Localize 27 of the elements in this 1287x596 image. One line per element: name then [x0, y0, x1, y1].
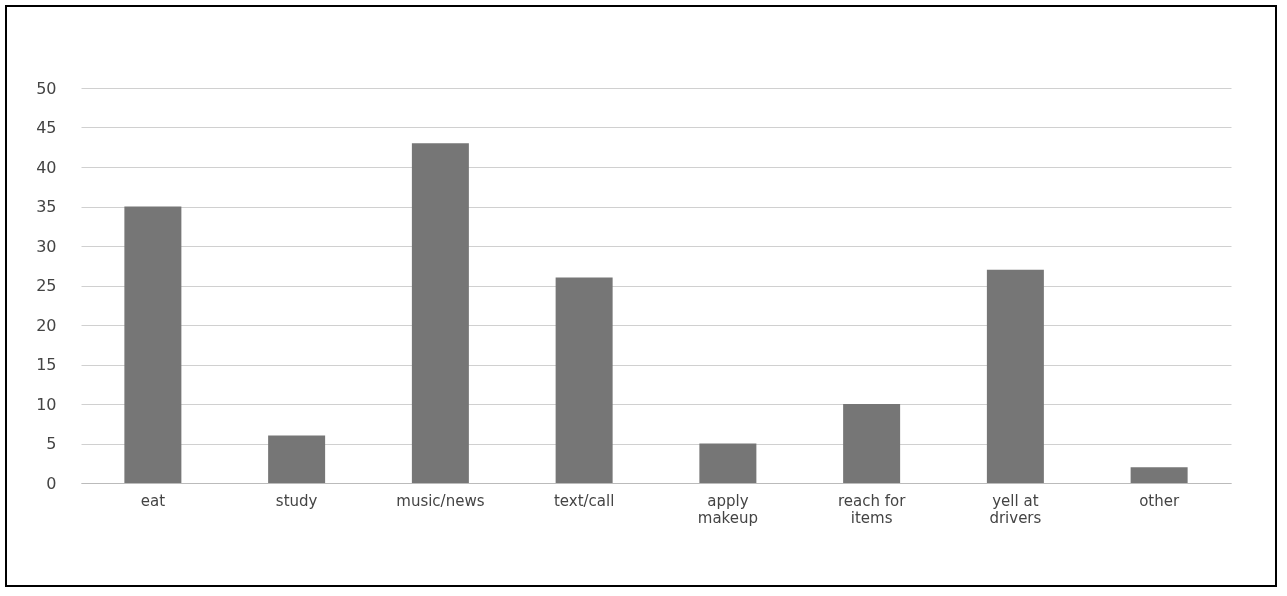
x-tick-label: eat	[140, 491, 166, 510]
y-tick-label: 50	[36, 78, 57, 98]
bar	[411, 143, 469, 483]
bar	[1130, 467, 1188, 483]
bar	[699, 443, 757, 483]
x-tick-label: music/news	[396, 491, 485, 510]
bar	[124, 206, 182, 483]
y-tick-label: 40	[36, 157, 57, 177]
x-tick-label: text/call	[553, 491, 615, 510]
x-tick-label: study	[275, 491, 318, 510]
y-tick-label: 20	[36, 315, 57, 335]
bar	[268, 435, 326, 483]
y-tick-label: 10	[36, 394, 57, 414]
x-tick-label: apply makeup	[697, 491, 758, 527]
y-tick-label: 25	[36, 276, 57, 295]
y-tick-label: 0	[46, 473, 57, 493]
x-tick-label: reach for items	[837, 491, 907, 527]
x-tick-label: yell at drivers	[989, 491, 1042, 527]
bar	[555, 277, 613, 483]
y-tick-label: 30	[36, 236, 57, 256]
bar	[843, 404, 901, 483]
bar	[986, 269, 1044, 483]
y-tick-label: 5	[46, 434, 57, 453]
x-tick-label: other	[1139, 491, 1180, 510]
y-tick-label: 45	[36, 118, 57, 137]
y-tick-label: 35	[36, 197, 57, 216]
y-tick-label: 15	[36, 355, 57, 374]
